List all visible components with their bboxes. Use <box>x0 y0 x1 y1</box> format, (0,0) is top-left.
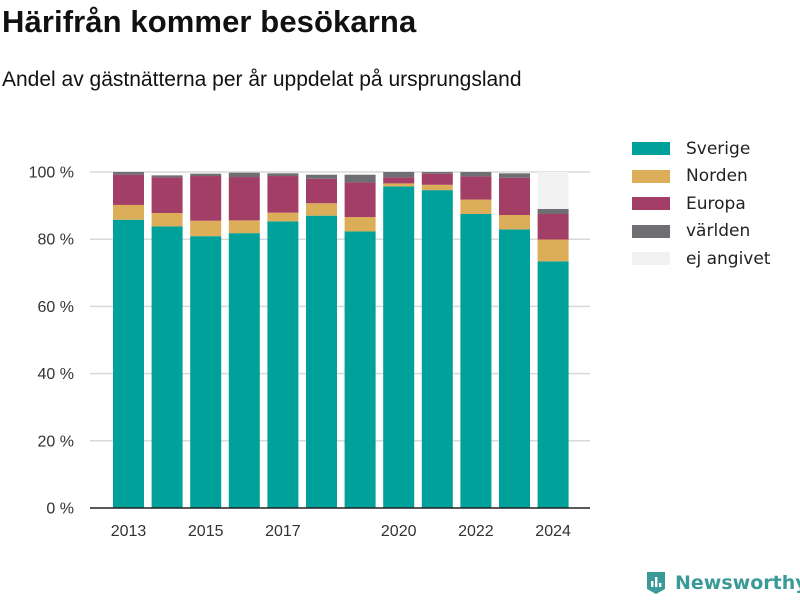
bar-segment-2017-2[interactable] <box>267 176 299 213</box>
legend-swatch <box>632 142 670 156</box>
bar-segment-2020-2[interactable] <box>383 177 415 184</box>
bar-segment-2017-0[interactable] <box>267 221 299 508</box>
brand-name: Newsworthy <box>675 572 800 594</box>
y-tick-label: 0 % <box>46 501 74 518</box>
y-tick-label: 80 % <box>38 232 74 249</box>
legend-item-sverige[interactable]: Sverige <box>632 135 770 163</box>
bar-segment-2018-1[interactable] <box>306 203 337 216</box>
bar-segment-2019-1[interactable] <box>344 217 376 232</box>
legend-item-varlden[interactable]: världen <box>632 218 770 246</box>
bar-segment-2020-1[interactable] <box>383 183 415 187</box>
bar-segment-2016-1[interactable] <box>228 220 260 234</box>
bar-segment-2024-3[interactable] <box>537 208 569 214</box>
bar-segment-2016-3[interactable] <box>228 172 260 178</box>
bar-segment-2023-1[interactable] <box>499 215 530 230</box>
bar-segment-2023-3[interactable] <box>499 173 530 178</box>
bar-segment-2018-2[interactable] <box>306 178 337 204</box>
bar-segment-2014-0[interactable] <box>151 226 183 508</box>
x-tick-label: 2013 <box>111 523 147 540</box>
bar-segment-2014-1[interactable] <box>151 212 183 227</box>
legend-item-europa[interactable]: Europa <box>632 190 770 218</box>
y-tick-label: 100 % <box>29 165 74 182</box>
bar-segment-2013-1[interactable] <box>113 204 144 220</box>
bar-segment-2021-3[interactable] <box>421 172 453 174</box>
chart-subtitle: Andel av gästnätterna per år uppdelat på… <box>2 68 522 91</box>
legend: Sverige Norden Europa världen ej angivet <box>632 135 770 273</box>
x-tick-label: 2022 <box>458 523 494 540</box>
bar-segment-2013-0[interactable] <box>113 219 144 508</box>
legend-label: Sverige <box>686 138 751 159</box>
bar-segment-2021-1[interactable] <box>421 184 453 191</box>
legend-label: Norden <box>686 166 748 187</box>
bar-segment-2018-3[interactable] <box>306 174 337 179</box>
legend-label: ej angivet <box>686 248 771 269</box>
newsworthy-logo-icon <box>647 572 665 594</box>
bar-segment-2024-4[interactable] <box>537 172 569 209</box>
legend-swatch <box>632 252 670 266</box>
bar-segment-2017-1[interactable] <box>267 212 299 222</box>
chart-title: Härifrån kommer besökarna <box>2 4 417 39</box>
bar-segment-2024-1[interactable] <box>537 239 569 262</box>
bar-segment-2019-2[interactable] <box>344 182 376 218</box>
legend-swatch <box>632 197 670 211</box>
bar-segment-2022-2[interactable] <box>460 176 492 200</box>
bar-segment-2019-0[interactable] <box>344 231 376 509</box>
axes: 0 % 20 % 40 % 60 % 80 % 100 % 2013 2015 2017 2020… <box>29 165 590 540</box>
bar-segment-2020-0[interactable] <box>383 186 415 508</box>
legend-item-ej-angivet[interactable]: ej angivet <box>632 245 770 273</box>
bar-segment-2019-3[interactable] <box>344 174 376 183</box>
bar-segment-2014-3[interactable] <box>151 175 183 178</box>
y-tick-label: 40 % <box>38 366 74 383</box>
bar-segment-2015-0[interactable] <box>190 236 222 508</box>
bar-segment-2017-3[interactable] <box>267 173 299 177</box>
bar-segment-2013-2[interactable] <box>113 174 144 205</box>
bar-segment-2021-2[interactable] <box>421 173 453 185</box>
x-tick-label: 2015 <box>188 523 224 540</box>
bar-segment-2020-3[interactable] <box>383 172 415 178</box>
legend-label: världen <box>686 221 751 242</box>
y-tick-label: 20 % <box>38 433 74 450</box>
legend-swatch <box>632 169 670 183</box>
bar-segment-2015-3[interactable] <box>190 173 222 177</box>
x-tick-label: 2020 <box>381 523 417 540</box>
bars <box>113 172 569 509</box>
bar-segment-2015-1[interactable] <box>190 220 222 237</box>
x-tick-label: 2017 <box>265 523 301 540</box>
bar-segment-2018-0[interactable] <box>306 215 337 508</box>
brand[interactable]: Newsworthy <box>645 570 800 596</box>
bar-segment-2023-0[interactable] <box>499 229 530 508</box>
bar-segment-2024-0[interactable] <box>537 261 569 508</box>
legend-item-norden[interactable]: Norden <box>632 163 770 191</box>
bar-segment-2016-2[interactable] <box>228 177 260 221</box>
bar-segment-2015-2[interactable] <box>190 176 222 221</box>
bar-segment-2016-0[interactable] <box>228 233 260 509</box>
bar-segment-2013-3[interactable] <box>113 172 144 175</box>
bar-segment-2023-2[interactable] <box>499 177 530 216</box>
legend-label: Europa <box>686 193 746 214</box>
x-tick-label: 2024 <box>535 523 571 540</box>
bar-segment-2021-0[interactable] <box>421 190 453 509</box>
y-tick-label: 60 % <box>38 299 74 316</box>
bar-segment-2022-1[interactable] <box>460 199 492 214</box>
bar-segment-2022-3[interactable] <box>460 172 492 177</box>
bar-segment-2014-2[interactable] <box>151 177 183 213</box>
bar-segment-2024-2[interactable] <box>537 214 569 240</box>
bar-segment-2022-0[interactable] <box>460 214 492 508</box>
legend-swatch <box>632 224 670 238</box>
